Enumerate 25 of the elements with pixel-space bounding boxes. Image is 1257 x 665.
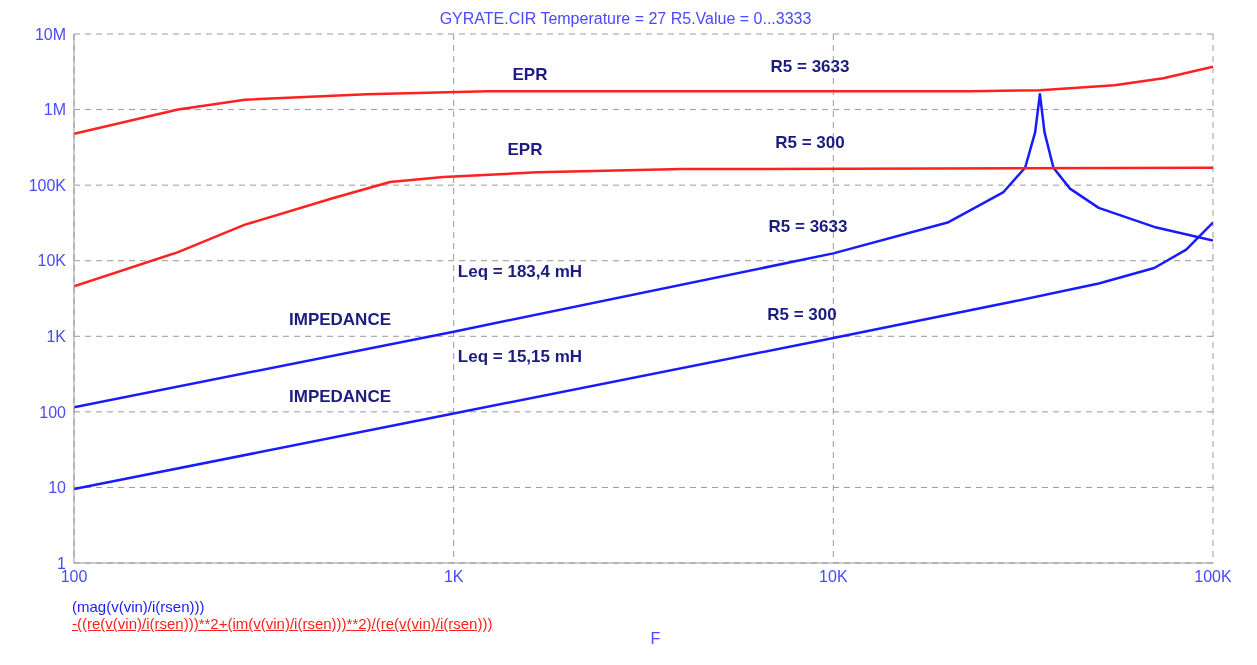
annotation: R5 = 300 bbox=[767, 305, 837, 325]
annotation: R5 = 3633 bbox=[770, 57, 850, 77]
y-tick-label: 100 bbox=[39, 403, 67, 421]
y-tick-label: 10M bbox=[34, 25, 66, 43]
annotation: R5 = 300 bbox=[775, 133, 845, 153]
y-tick-label: 100K bbox=[28, 176, 67, 194]
chart-title: GYRATE.CIR Temperature = 27 R5.Value = 0...3333 bbox=[439, 10, 812, 27]
text: -((re(v(vin)/i(rsen)))**2+(im(v(vin)/i(rsen)))**2)/(re(v(vin)/i(rsen))) bbox=[72, 615, 493, 632]
annotation: IMPEDANCE bbox=[288, 310, 392, 330]
annotation: Leq = 183,4 mH bbox=[457, 262, 583, 282]
y-tick-label: 1K bbox=[46, 327, 67, 345]
x-tick-label: 100K bbox=[1194, 568, 1233, 586]
annotation: EPR bbox=[507, 140, 543, 160]
x-tick-label: 10K bbox=[819, 568, 848, 586]
y-tick-label: 10K bbox=[37, 252, 67, 270]
text: (mag(v(vin)/i(rsen))) bbox=[72, 598, 206, 615]
x-tick-label: 100 bbox=[60, 568, 88, 586]
y-tick-label: 10 bbox=[48, 479, 67, 497]
annotation: IMPEDANCE bbox=[288, 387, 392, 407]
x-tick-label: 1K bbox=[443, 568, 464, 586]
annotation: Leq = 15,15 mH bbox=[457, 347, 583, 367]
x-axis-title: F bbox=[650, 630, 661, 647]
annotation: EPR bbox=[512, 65, 548, 85]
annotation: R5 = 3633 bbox=[768, 217, 848, 237]
y-tick-label: 1M bbox=[43, 101, 66, 119]
